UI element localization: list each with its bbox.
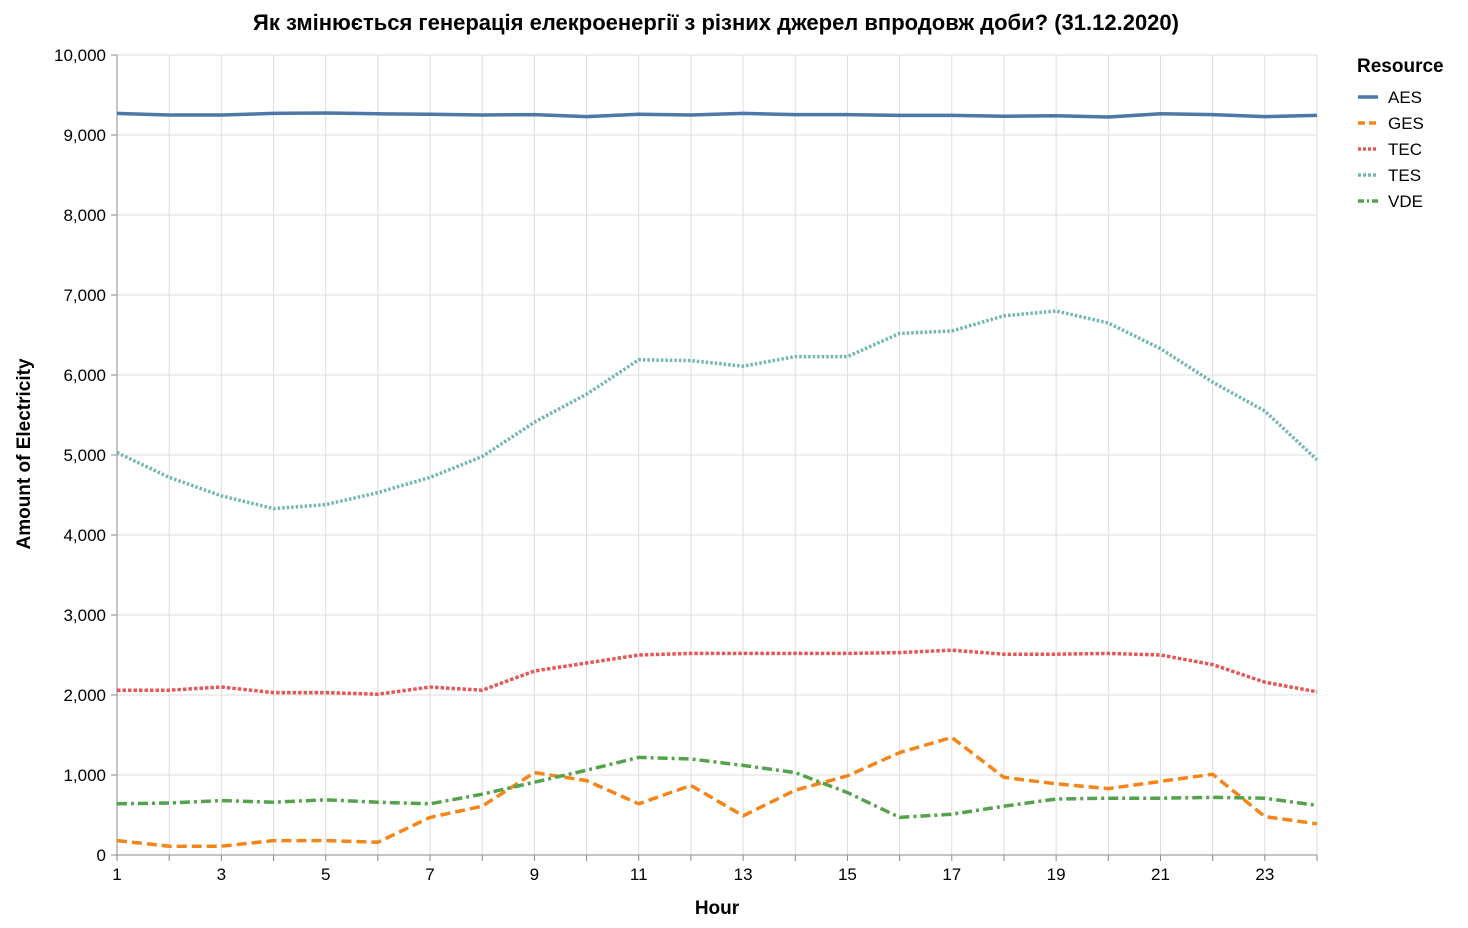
grid (116, 54, 1318, 856)
x-tick-label: 17 (942, 865, 961, 884)
x-tick-label: 3 (217, 865, 226, 884)
y-tick-label: 7,000 (63, 286, 106, 305)
y-tick-label: 0 (97, 846, 106, 865)
y-tick-label: 4,000 (63, 526, 106, 545)
legend: Resource AES GES TEC TES VDE (1357, 56, 1444, 211)
x-tick-label: 9 (530, 865, 539, 884)
x-tick-label: 23 (1255, 865, 1274, 884)
series-line-vde (116, 755, 1318, 820)
series-line-tec (117, 648, 1318, 696)
legend-label-tec: TEC (1388, 140, 1422, 159)
y-tick-label: 5,000 (63, 446, 106, 465)
y-tick-label: 8,000 (63, 206, 106, 225)
legend-label-vde: VDE (1388, 192, 1423, 211)
y-tick-label: 6,000 (63, 366, 106, 385)
axes: 1 3 5 7 9 11 13 15 17 19 21 2301,0002,0003,0004,000… (54, 46, 1318, 884)
x-tick-label: 1 (112, 865, 121, 884)
series-line-tes (116, 309, 1319, 511)
legend-title: Resource (1357, 56, 1444, 77)
x-tick-label: 5 (321, 865, 330, 884)
x-axis-title: Hour (695, 898, 740, 919)
y-tick-label: 9,000 (63, 126, 106, 145)
x-tick-label: 15 (838, 865, 857, 884)
x-tick-label: 7 (425, 865, 434, 884)
chart-title: Як змінюється генерація елекроенергії з … (253, 10, 1179, 35)
x-tick-label: 11 (630, 865, 648, 884)
y-tick-label: 1,000 (63, 766, 106, 785)
y-tick-label: 10,000 (54, 46, 106, 65)
series-line-ges (116, 735, 1318, 848)
x-tick-label: 19 (1047, 865, 1066, 884)
x-tick-label: 13 (734, 865, 753, 884)
y-axis-title: Amount of Electricity (14, 358, 35, 550)
legend-label-tes: TES (1388, 166, 1421, 185)
legend-label-aes: AES (1388, 88, 1422, 107)
x-tick-label: 21 (1151, 865, 1170, 884)
y-tick-label: 2,000 (63, 686, 106, 705)
legend-label-ges: GES (1388, 114, 1424, 133)
series-lines (116, 111, 1319, 848)
series-line-aes (116, 111, 1318, 119)
y-tick-label: 3,000 (63, 606, 106, 625)
